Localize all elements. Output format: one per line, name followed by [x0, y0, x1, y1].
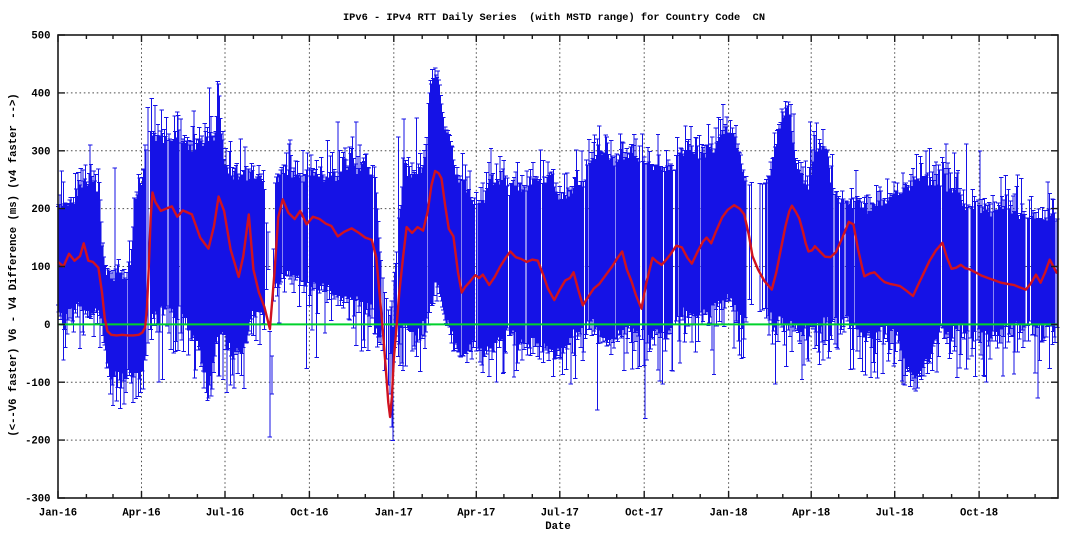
svg-text:Date: Date: [545, 521, 570, 531]
svg-text:Jul-17: Jul-17: [541, 508, 579, 520]
svg-text:100: 100: [31, 262, 50, 274]
svg-text:IPv6 - IPv4 RTT Daily Series: IPv6 - IPv4 RTT Daily Series (with MSTD …: [343, 12, 765, 24]
svg-text:Apr-18: Apr-18: [792, 508, 830, 520]
svg-text:300: 300: [31, 146, 50, 158]
svg-text:Apr-17: Apr-17: [457, 508, 495, 520]
svg-text:500: 500: [31, 31, 50, 43]
svg-text:Jan-18: Jan-18: [710, 508, 748, 520]
svg-text:-200: -200: [25, 436, 50, 448]
svg-text:Jul-16: Jul-16: [206, 508, 244, 520]
svg-text:Oct-17: Oct-17: [625, 508, 663, 520]
svg-text:0: 0: [44, 320, 50, 332]
svg-text:-300: -300: [25, 494, 50, 506]
svg-text:Apr-16: Apr-16: [122, 508, 160, 520]
svg-text:Oct-16: Oct-16: [290, 508, 328, 520]
svg-text:Jul-18: Jul-18: [876, 508, 914, 520]
svg-text:(<--V6 faster) V6 - V4 Differe: (<--V6 faster) V6 - V4 Difference (ms) (…: [8, 93, 20, 436]
svg-text:Jan-16: Jan-16: [39, 508, 77, 520]
svg-text:Jan-17: Jan-17: [375, 508, 413, 520]
svg-text:-100: -100: [25, 378, 50, 390]
svg-text:400: 400: [31, 89, 50, 101]
svg-text:Oct-18: Oct-18: [960, 508, 998, 520]
svg-text:200: 200: [31, 204, 50, 216]
